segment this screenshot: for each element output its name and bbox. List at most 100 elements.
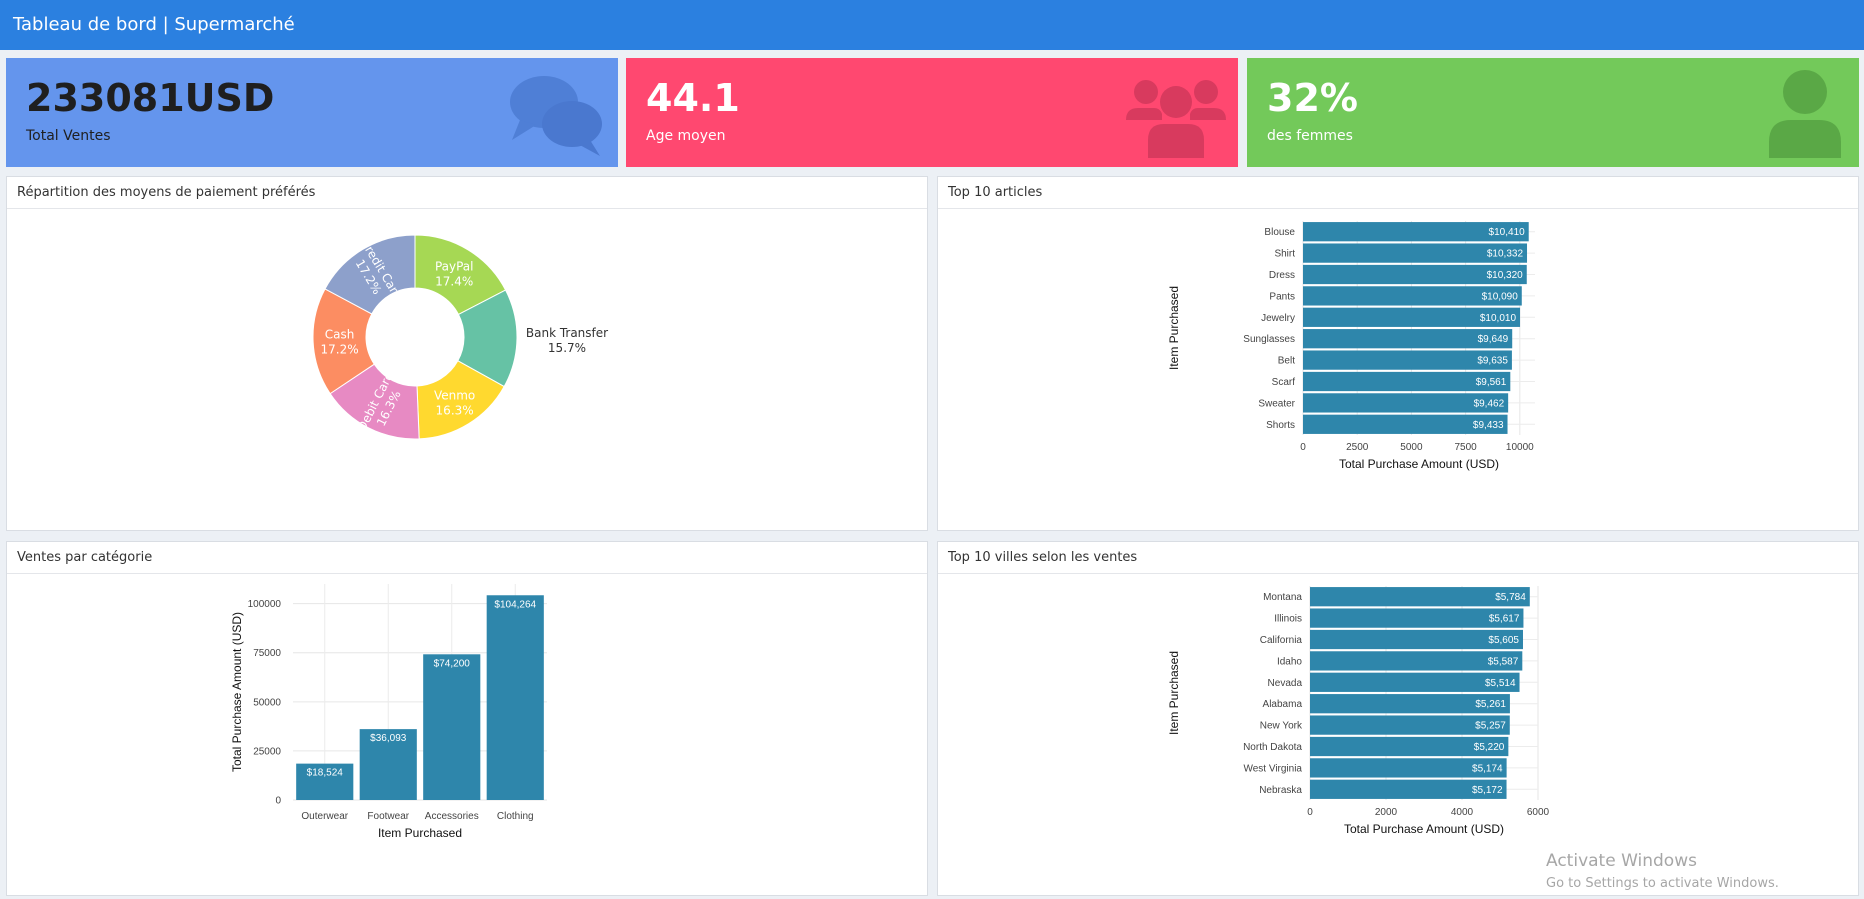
women-share-label: des femmes	[1267, 128, 1353, 144]
donut-label-pct: 17.4%	[435, 274, 473, 288]
average-age-value: 44.1	[646, 76, 740, 120]
y-tick-label: 25000	[253, 746, 281, 757]
y-tick-label: 0	[275, 796, 281, 807]
bar-shirt	[1303, 243, 1528, 263]
total-sales-label: Total Ventes	[26, 128, 111, 144]
category-tick-label: West Virginia	[1243, 763, 1302, 774]
x-axis-title: Item Purchased	[378, 826, 462, 840]
bar-value-label: $10,410	[1489, 227, 1526, 238]
category-tick-label: Outerwear	[301, 811, 348, 822]
bar-value-label: $5,174	[1472, 763, 1503, 774]
value-box-women-share: 32% des femmes	[1247, 58, 1859, 167]
bar-illinois	[1310, 608, 1524, 628]
page-title: Tableau de bord | Supermarché	[13, 14, 295, 35]
category-tick-label: Accessories	[425, 811, 479, 822]
y-axis-title: Item Purchased	[1167, 651, 1181, 735]
y-tick-label: 75000	[253, 648, 281, 659]
x-tick-label: 0	[1300, 442, 1306, 453]
y-axis-title: Total Purchase Amount (USD)	[230, 612, 244, 772]
category-tick-label: Alabama	[1263, 699, 1303, 710]
x-tick-label: 5000	[1400, 442, 1423, 453]
category-tick-label: Sweater	[1258, 398, 1295, 409]
bar-blouse	[1303, 222, 1529, 242]
average-age-label: Age moyen	[646, 128, 726, 144]
donut-label-name: Bank Transfer	[526, 326, 608, 340]
bar-nevada	[1310, 672, 1520, 692]
category-tick-label: New York	[1260, 721, 1303, 732]
activate-windows-subtitle: Go to Settings to activate Windows.	[1546, 876, 1779, 891]
category-tick-label: Nebraska	[1259, 785, 1302, 796]
category-tick-label: Dress	[1269, 270, 1295, 281]
bar-value-label: $9,635	[1477, 356, 1508, 367]
category-tick-label: North Dakota	[1243, 742, 1302, 753]
total-sales-value: 233081USD	[26, 76, 275, 120]
category-tick-label: Sunglasses	[1243, 334, 1295, 345]
bar-accessories	[423, 654, 481, 800]
top-items-bar-chart: $10,410 Blouse $10,332 Shirt $10,320 Dress $10…	[1167, 221, 1535, 471]
bar-sweater	[1303, 393, 1509, 413]
top-cities-panel: Top 10 villes selon les ventes $5,784 Mon…	[937, 541, 1859, 896]
x-tick-label: 2000	[1375, 807, 1398, 818]
value-box-total-sales: 233081USD Total Ventes	[6, 58, 618, 167]
bar-montana	[1310, 587, 1530, 607]
bar-value-label: $18,524	[307, 768, 344, 779]
bar-value-label: $5,261	[1475, 699, 1506, 710]
bar-value-label: $10,320	[1487, 270, 1524, 281]
donut-slice-credit-card	[324, 234, 416, 315]
bar-value-label: $5,587	[1488, 656, 1519, 667]
category-tick-label: Blouse	[1264, 227, 1295, 238]
top-items-panel: Top 10 articles $10,410 Blouse $10,332 Shir…	[937, 176, 1859, 531]
bar-value-label: $74,200	[434, 658, 471, 669]
category-tick-label: Idaho	[1277, 656, 1302, 667]
users-icon	[1126, 80, 1226, 158]
bar-value-label: $9,433	[1473, 420, 1504, 431]
x-tick-label: 7500	[1454, 442, 1477, 453]
bar-north-dakota	[1310, 736, 1509, 757]
app-header: Tableau de bord | Supermarché	[0, 0, 1864, 50]
value-box-average-age: 44.1 Age moyen	[626, 58, 1238, 167]
bar-value-label: $5,220	[1474, 742, 1505, 753]
bar-value-label: $5,605	[1488, 635, 1519, 646]
bar-belt	[1303, 350, 1512, 370]
y-tick-label: 50000	[253, 697, 281, 708]
bar-dress	[1303, 264, 1527, 285]
category-tick-label: California	[1260, 635, 1303, 646]
x-tick-label: 10000	[1506, 442, 1534, 453]
bar-value-label: $10,010	[1480, 313, 1517, 324]
category-tick-label: Jewelry	[1261, 313, 1295, 324]
user-icon	[1769, 70, 1841, 158]
bar-value-label: $9,561	[1476, 377, 1507, 388]
category-tick-label: Clothing	[497, 811, 534, 822]
comments-icon	[510, 76, 602, 156]
category-tick-label: Shorts	[1266, 420, 1295, 431]
bar-value-label: $104,264	[494, 599, 536, 610]
bar-sunglasses	[1303, 329, 1513, 349]
x-axis-title: Total Purchase Amount (USD)	[1344, 822, 1504, 836]
bar-value-label: $5,257	[1475, 721, 1506, 732]
bar-value-label: $36,093	[370, 733, 407, 744]
bar-value-label: $5,784	[1495, 592, 1526, 603]
category-tick-label: Footwear	[367, 811, 409, 822]
y-axis-title: Item Purchased	[1167, 286, 1181, 370]
bar-scarf	[1303, 371, 1511, 392]
activate-windows-title: Activate Windows	[1546, 851, 1697, 871]
bar-value-label: $5,617	[1489, 614, 1520, 625]
bar-value-label: $10,090	[1482, 291, 1519, 302]
x-tick-label: 6000	[1527, 807, 1550, 818]
bar-footwear	[359, 729, 417, 800]
bar-west-virginia	[1310, 758, 1507, 778]
bar-nebraska	[1310, 779, 1507, 799]
category-tick-label: Montana	[1263, 592, 1302, 603]
category-tick-label: Belt	[1278, 356, 1295, 367]
bar-california	[1310, 629, 1523, 650]
x-tick-label: 0	[1307, 807, 1313, 818]
donut-label-pct: 16.3%	[436, 403, 474, 417]
bar-alabama	[1310, 694, 1510, 714]
top-cities-title: Top 10 villes selon les ventes	[938, 542, 1858, 574]
bar-shorts	[1303, 414, 1508, 434]
x-axis-title: Total Purchase Amount (USD)	[1339, 457, 1499, 471]
